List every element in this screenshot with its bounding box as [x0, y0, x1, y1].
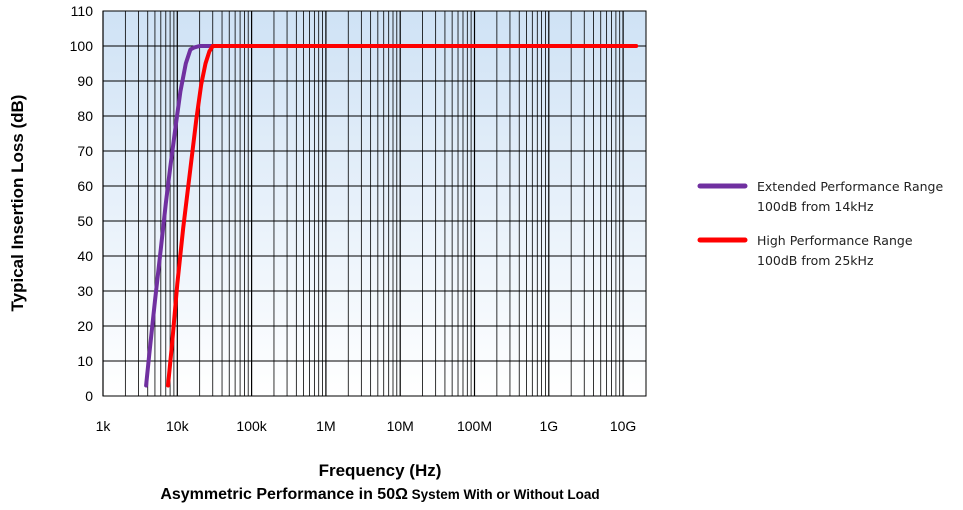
y-tick-label: 30	[77, 283, 93, 299]
y-tick-labels: 0 10 20 30 40 50 60 70 80 90 100 110	[70, 3, 94, 404]
x-tick-label: 1G	[539, 418, 558, 434]
series-lines	[144, 44, 639, 388]
subtitle-main: Asymmetric Performance in 50Ω	[160, 486, 408, 503]
y-tick-label: 50	[77, 213, 93, 229]
legend-label: Extended Performance Range	[757, 179, 943, 194]
x-tick-label: 1k	[96, 418, 112, 434]
x-tick-label: 10M	[387, 418, 414, 434]
x-tick-label: 100k	[236, 418, 267, 434]
legend-sublabel: 100dB from 25kHz	[757, 253, 874, 268]
legend: Extended Performance Range 100dB from 14k…	[697, 179, 943, 268]
legend-sublabel: 100dB from 14kHz	[757, 199, 874, 214]
legend-label: High Performance Range	[757, 233, 913, 248]
y-tick-label: 90	[77, 73, 93, 89]
y-tick-label: 20	[77, 318, 93, 334]
y-axis-title: Typical Insertion Loss (dB)	[8, 95, 27, 312]
plot-area	[103, 11, 646, 396]
y-tick-label: 80	[77, 108, 93, 124]
series-line-extended	[144, 44, 215, 388]
subtitle-small: System With or Without Load	[408, 487, 600, 502]
y-tick-label: 10	[77, 353, 93, 369]
x-tick-label: 10k	[166, 418, 190, 434]
x-tick-labels: 1k 10k 100k 1M 10M 100M 1G 10G	[96, 418, 637, 434]
x-tick-label: 100M	[457, 418, 492, 434]
y-tick-label: 0	[85, 388, 93, 404]
x-axis-title: Frequency (Hz)	[319, 461, 442, 480]
x-tick-label: 10G	[610, 418, 636, 434]
x-tick-label: 1M	[316, 418, 335, 434]
y-tick-label: 40	[77, 248, 93, 264]
plot-border	[102, 10, 647, 397]
y-tick-label: 70	[77, 143, 93, 159]
y-tick-label: 110	[71, 3, 94, 19]
y-tick-label: 100	[70, 38, 94, 54]
series-line-high	[166, 44, 639, 388]
y-tick-label: 60	[77, 178, 93, 194]
chart-subtitle: Asymmetric Performance in 50Ω System Wit…	[160, 486, 599, 503]
